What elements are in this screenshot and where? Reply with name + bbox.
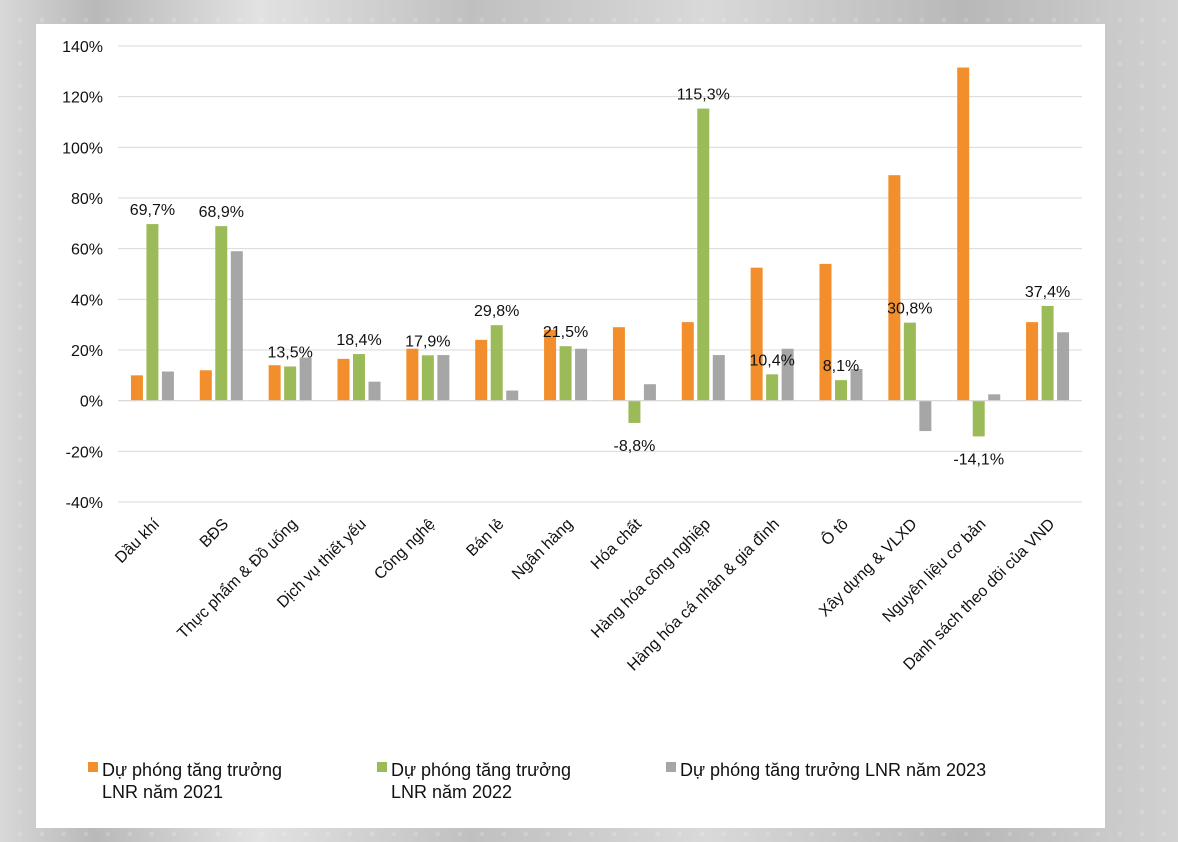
- bar-series-2-5: [421, 355, 434, 401]
- bar-series-2-1: [146, 224, 159, 401]
- bar-series-2-11: [835, 380, 847, 401]
- bar-series-3-1: [161, 371, 174, 401]
- y-tick-label: 140%: [62, 39, 103, 56]
- data-label-2022-9: 115,3%: [677, 87, 730, 104]
- bar-series-1-8: [612, 327, 625, 401]
- data-label-2022-1: 69,7%: [130, 202, 175, 219]
- y-tick-label: 40%: [71, 292, 103, 309]
- data-label-2022-7: 21,5%: [543, 324, 588, 341]
- bar-series-3-2: [230, 251, 243, 401]
- x-tick-label-1: Dầu khí: [112, 515, 163, 566]
- data-label-2022-8: -8,8%: [614, 438, 656, 455]
- x-tick-label-2: BĐS: [197, 516, 232, 551]
- label-layer: 69,7% 68,9% 13,5% 18,4% 17,9% 29,8% 21,5% -8,8%…: [130, 87, 1071, 469]
- legend-label-1: Dự phóng tăng trưởng: [102, 760, 282, 780]
- bar-series-3-4: [368, 381, 381, 401]
- legend-swatch-2: [377, 762, 387, 772]
- bar-series-2-6: [490, 325, 503, 401]
- bar-series-1-4: [337, 358, 350, 401]
- bar-series-3-6: [506, 390, 519, 401]
- bar-series-3-11: [850, 369, 863, 401]
- bar-series-2-13: [972, 400, 985, 437]
- bar-series-3-3: [299, 357, 312, 401]
- bar-series-3-10: [781, 348, 794, 401]
- bar-series-2-7: [559, 346, 572, 401]
- bar-series-2-2: [215, 226, 228, 401]
- legend-label-3: Dự phóng tăng trưởng LNR năm 2023: [680, 760, 986, 780]
- x-tick-label-6: Bán lẻ: [463, 516, 507, 560]
- data-label-2022-11: 8,1%: [823, 358, 859, 375]
- bar-series-2-9: [697, 108, 710, 401]
- bar-series-1-1: [130, 375, 143, 401]
- x-tick-label-7: Ngân hàng: [509, 516, 576, 583]
- x-tick-label-5: Công nghệ: [371, 516, 438, 583]
- bar-series-1-13: [957, 67, 970, 401]
- bar-series-2-14: [1041, 305, 1054, 401]
- data-label-2022-2: 68,9%: [199, 204, 244, 221]
- data-label-2022-4: 18,4%: [336, 332, 381, 349]
- x-tick-label-10: Hàng hóa cá nhân & gia đình: [624, 516, 783, 675]
- y-tick-label: 0%: [80, 394, 103, 411]
- bar-series-1-14: [1026, 322, 1039, 401]
- axis-layer: 140% 120% 100% 80% 60% 40% 20% 0% -20% -40% Dầu kh…: [62, 39, 1082, 674]
- bar-series-3-5: [437, 355, 450, 401]
- bar-series-1-7: [544, 329, 557, 401]
- data-label-2022-3: 13,5%: [267, 344, 312, 361]
- bar-series-2-10: [766, 374, 779, 401]
- data-label-2022-12: 30,8%: [887, 301, 932, 318]
- bar-series-1-9: [681, 322, 694, 401]
- x-tick-label-9: Hàng hóa công nghiệp: [588, 516, 714, 642]
- bar-series-2-12: [903, 322, 916, 401]
- legend-label-1: LNR năm 2021: [102, 782, 223, 802]
- y-tick-label: -40%: [66, 495, 103, 512]
- grid-layer: [118, 45, 1082, 503]
- bar-series-3-7: [575, 348, 588, 401]
- bar-series-1-11: [819, 263, 832, 401]
- y-tick-label: 80%: [71, 191, 103, 208]
- legend-swatch-3: [666, 762, 676, 772]
- bar-series-3-14: [1057, 332, 1070, 401]
- data-label-2022-13: -14,1%: [953, 451, 1004, 468]
- bar-series-2-3: [284, 366, 297, 401]
- legend-label-2: Dự phóng tăng trưởng: [391, 760, 571, 780]
- bar-series-1-10: [750, 267, 763, 401]
- y-tick-label: -20%: [66, 444, 103, 461]
- y-tick-label: 120%: [62, 90, 103, 107]
- y-tick-label: 100%: [62, 140, 103, 157]
- x-tick-label-8: Hóa chất: [588, 515, 646, 573]
- bar-series-1-6: [475, 339, 488, 401]
- data-label-2022-5: 17,9%: [405, 333, 450, 350]
- bar-series-1-5: [406, 348, 419, 401]
- data-label-2022-14: 37,4%: [1025, 284, 1070, 301]
- bar-series-1-2: [199, 370, 212, 401]
- y-tick-label: 60%: [71, 242, 103, 259]
- bar-series-1-3: [268, 365, 281, 401]
- bar-series-3-12: [919, 400, 932, 432]
- legend-swatch-1: [88, 762, 98, 772]
- bar-series-2-4: [353, 354, 365, 401]
- x-tick-label-3: Thực phẩm & Đồ uống: [174, 515, 301, 642]
- bar-series-1-12: [888, 175, 901, 401]
- x-tick-label-14: Danh sách theo dõi của VND: [900, 516, 1058, 674]
- data-label-2022-10: 10,4%: [749, 352, 794, 369]
- bar-layer: [130, 67, 1070, 437]
- bar-series-3-8: [643, 384, 656, 401]
- data-label-2022-6: 29,8%: [474, 303, 519, 320]
- legend-label-2: LNR năm 2022: [391, 782, 512, 802]
- bar-series-2-8: [628, 400, 641, 423]
- x-tick-label-11: Ô tô: [817, 514, 852, 549]
- bar-series-3-13: [988, 394, 1001, 401]
- y-tick-label: 20%: [71, 343, 103, 360]
- bar-series-3-9: [712, 355, 725, 401]
